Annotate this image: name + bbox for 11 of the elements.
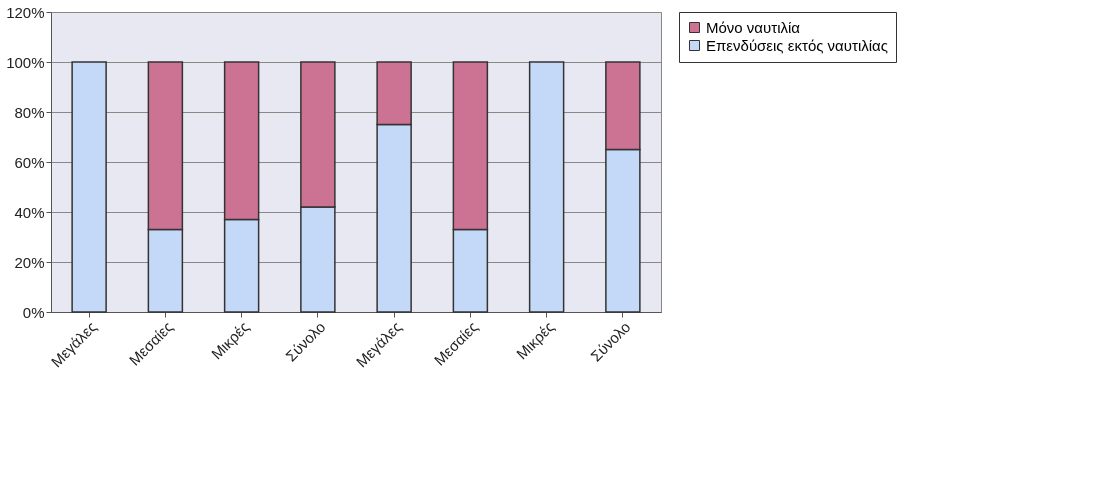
bar: [528, 61, 565, 313]
y-tick-label: 120%: [6, 3, 45, 21]
y-tick-label: 0%: [22, 303, 45, 321]
y-tick-label: 60%: [14, 153, 45, 171]
y-tick-label: 100%: [6, 53, 45, 71]
y-tick-label: 80%: [14, 103, 45, 121]
legend-label: Επενδύσεις εκτός ναυτιλίας: [706, 36, 888, 54]
y-tick-label: 20%: [14, 253, 45, 271]
bar: [71, 61, 107, 313]
legend-label: Μόνο ναυτιλία: [706, 18, 801, 36]
y-tick-label: 40%: [14, 203, 45, 221]
